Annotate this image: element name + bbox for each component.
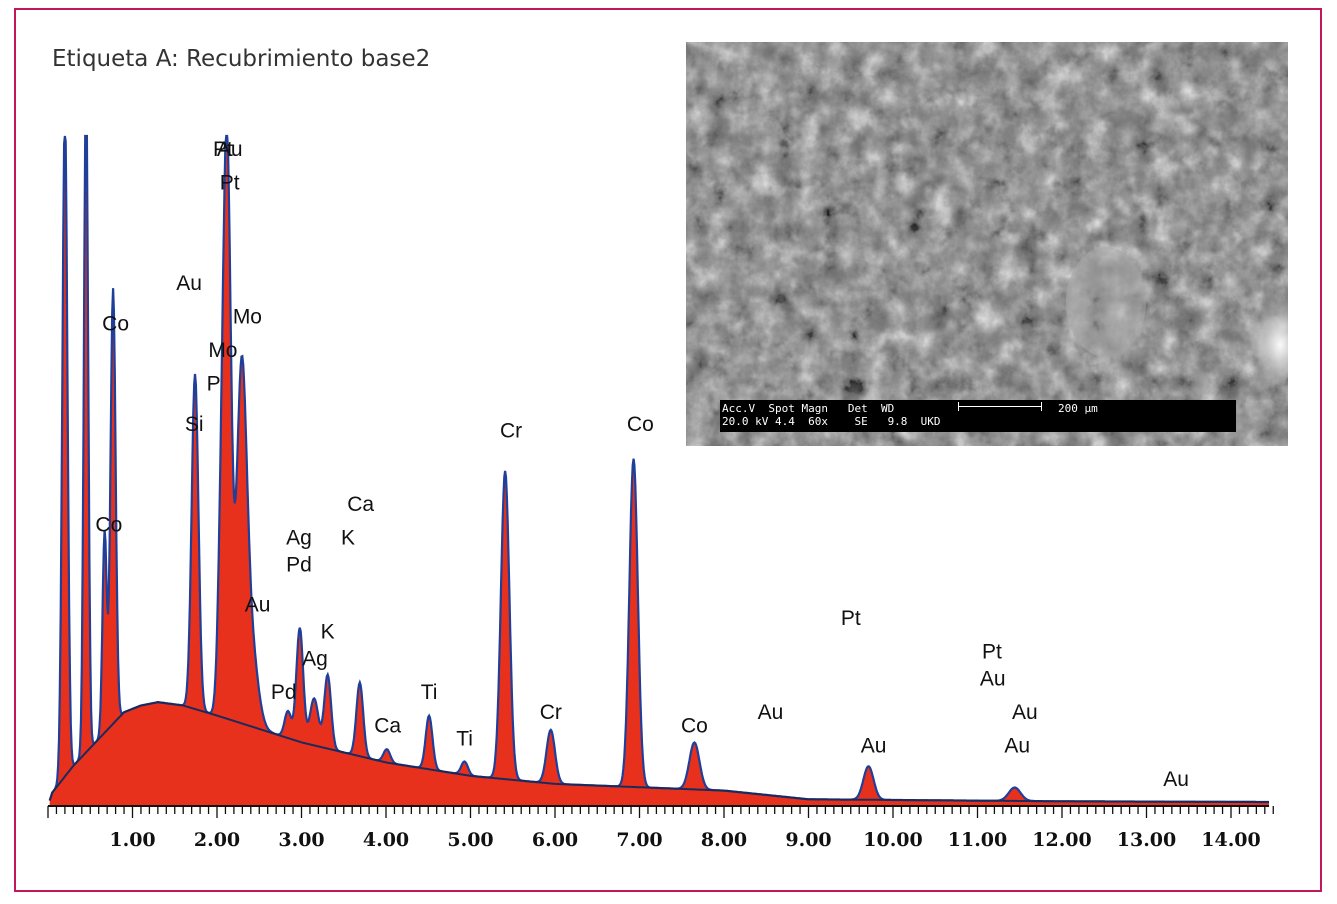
peak-label-pt: Pt [982, 641, 1002, 664]
peak-label-pd: Pd [271, 681, 297, 704]
x-tick-label: 8.00 [701, 829, 747, 851]
peak-label-au: Au [1012, 701, 1038, 724]
sem-bright-region [1161, 227, 1288, 417]
x-tick-label: 11.00 [948, 829, 1008, 851]
peak-label-k: K [321, 621, 335, 644]
sem-info-row1: Acc.V Spot Magn Det WD [722, 402, 895, 415]
x-tick-label: 13.00 [1117, 829, 1177, 851]
peak-label-pt: Pt [213, 138, 233, 161]
sem-feature [1066, 247, 1146, 357]
peak-label-cr: Cr [540, 701, 562, 724]
x-tick-label: 5.00 [447, 829, 493, 851]
peak-label-au: Au [1163, 768, 1189, 791]
peak-label-pt: Pt [220, 172, 240, 195]
peak-label-au: Au [758, 701, 784, 724]
peak-label-au: Au [1004, 734, 1030, 757]
x-tick-label: 3.00 [278, 829, 324, 851]
peak-label-ca: Ca [347, 493, 374, 516]
sem-scale-bar [958, 406, 1042, 407]
peak-label-ti: Ti [421, 681, 438, 704]
x-tick-label: 12.00 [1032, 829, 1092, 851]
x-tick-label: 7.00 [616, 829, 662, 851]
peak-label-au: Au [217, 138, 243, 161]
spectrum-layer [48, 134, 1270, 806]
peak-label-co: Co [627, 413, 654, 436]
peak-label-pd: Pd [286, 554, 312, 577]
figure-frame [14, 8, 1322, 892]
x-tick-label: 2.00 [194, 829, 240, 851]
peak-label-au: Au [861, 734, 887, 757]
x-tick-label: 9.00 [785, 829, 831, 851]
x-tick-label: 10.00 [863, 829, 923, 851]
sem-scale-bar-right-cap [1041, 402, 1042, 411]
peak-label-co: Co [102, 312, 129, 335]
peak-label-au: Au [980, 667, 1006, 690]
peak-label-co: Co [681, 714, 708, 737]
sem-micrograph: Acc.V Spot Magn Det WD 20.0 kV 4.4 60x S… [686, 42, 1288, 446]
peak-label-cr: Cr [500, 420, 522, 443]
peak-label-mo: Mo [208, 339, 237, 362]
peak-label-co: Co [95, 513, 122, 536]
peak-label-ti: Ti [456, 728, 473, 751]
x-tick-label: 4.00 [363, 829, 409, 851]
peak-label-si: Si [185, 413, 204, 436]
peak-label-ag: Ag [302, 647, 328, 670]
peak-label-p: P [207, 373, 221, 396]
x-axis: 1.00 2.00 3.00 4.00 5.00 6.00 7.00 8.00 9.00 10.0… [47, 805, 1274, 851]
sem-scale-bar-left-cap [958, 402, 959, 411]
x-tick-label: 6.00 [532, 829, 578, 851]
x-tick-label: 14.00 [1201, 829, 1261, 851]
peak-label-pt: Pt [841, 607, 861, 630]
peak-label-au: Au [176, 272, 202, 295]
x-tick-label: 1.00 [109, 829, 155, 851]
peak-label-au: Au [245, 594, 271, 617]
peak-label-ca: Ca [374, 714, 401, 737]
peak-label-mo: Mo [233, 306, 262, 329]
sem-info-bar: Acc.V Spot Magn Det WD 20.0 kV 4.4 60x S… [720, 400, 1236, 432]
figure-title: Etiqueta A: Recubrimiento base2 [52, 46, 431, 72]
peak-label-ag: Ag [286, 527, 312, 550]
sem-image [686, 42, 1288, 446]
sem-scale-label: 200 µm [1058, 402, 1098, 415]
peak-label-k: K [341, 527, 355, 550]
background-curve [48, 701, 1269, 803]
spectrum-fill [49, 136, 1270, 806]
sem-info-row2: 20.0 kV 4.4 60x SE 9.8 UKD [722, 415, 941, 428]
